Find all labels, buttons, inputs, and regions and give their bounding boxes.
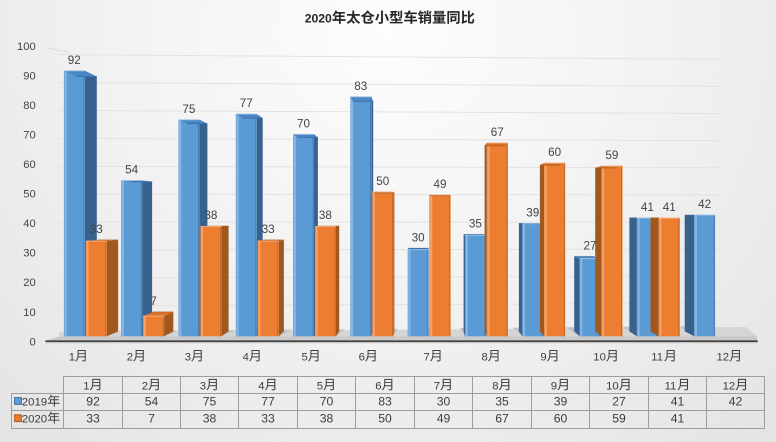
svg-text:4: 4 — [258, 380, 264, 392]
svg-text:11: 11 — [651, 351, 663, 363]
svg-text:50: 50 — [378, 412, 392, 426]
svg-text:41: 41 — [663, 201, 676, 214]
svg-text:33: 33 — [90, 223, 103, 236]
svg-text:80: 80 — [23, 100, 35, 112]
svg-text:4: 4 — [243, 351, 249, 363]
svg-text:42: 42 — [698, 198, 711, 211]
svg-text:10: 10 — [593, 351, 606, 363]
svg-text:20: 20 — [23, 277, 35, 289]
svg-text:38: 38 — [320, 412, 334, 426]
svg-text:8: 8 — [492, 380, 498, 392]
svg-text:2: 2 — [127, 351, 133, 363]
svg-text:60: 60 — [23, 159, 35, 171]
svg-text:2020: 2020 — [305, 12, 332, 26]
svg-text:7: 7 — [150, 295, 157, 308]
svg-text:30: 30 — [23, 248, 35, 260]
svg-text:70: 70 — [320, 395, 334, 409]
svg-text:2019: 2019 — [22, 397, 47, 409]
svg-text:42: 42 — [729, 395, 743, 409]
svg-text:59: 59 — [612, 412, 626, 426]
svg-text:92: 92 — [86, 395, 100, 409]
svg-text:50: 50 — [23, 189, 35, 201]
svg-text:33: 33 — [261, 412, 275, 426]
svg-text:5: 5 — [302, 351, 308, 363]
svg-text:6: 6 — [375, 380, 381, 392]
svg-text:27: 27 — [583, 240, 596, 253]
svg-text:41: 41 — [641, 201, 654, 214]
svg-text:30: 30 — [437, 395, 451, 409]
svg-text:70: 70 — [23, 130, 35, 142]
svg-text:35: 35 — [495, 395, 509, 409]
svg-text:33: 33 — [86, 412, 100, 426]
svg-text:100: 100 — [17, 41, 36, 53]
svg-text:6: 6 — [359, 351, 365, 363]
svg-text:60: 60 — [554, 412, 568, 426]
svg-text:7: 7 — [424, 351, 430, 363]
svg-text:39: 39 — [554, 395, 568, 409]
svg-text:10: 10 — [23, 307, 35, 319]
svg-text:90: 90 — [23, 70, 35, 82]
svg-text:70: 70 — [297, 117, 311, 130]
svg-text:59: 59 — [605, 149, 618, 162]
svg-text:10: 10 — [606, 380, 619, 392]
svg-text:11: 11 — [665, 380, 677, 392]
svg-text:92: 92 — [68, 54, 81, 67]
svg-text:35: 35 — [469, 218, 483, 231]
svg-text:1: 1 — [69, 351, 75, 363]
svg-text:38: 38 — [204, 209, 217, 222]
svg-text:83: 83 — [378, 395, 392, 409]
svg-text:2020: 2020 — [22, 414, 47, 426]
svg-text:39: 39 — [526, 206, 539, 219]
svg-text:12: 12 — [723, 380, 736, 392]
svg-text:9: 9 — [540, 351, 546, 363]
svg-text:40: 40 — [23, 218, 35, 230]
svg-text:38: 38 — [203, 412, 217, 426]
svg-text:12: 12 — [717, 351, 730, 363]
svg-text:67: 67 — [495, 412, 509, 426]
svg-text:41: 41 — [671, 412, 685, 426]
svg-text:33: 33 — [262, 223, 275, 236]
svg-text:75: 75 — [182, 103, 196, 116]
svg-text:77: 77 — [261, 395, 275, 409]
svg-text:7: 7 — [148, 412, 155, 426]
svg-text:50: 50 — [376, 175, 390, 188]
svg-text:60: 60 — [548, 146, 562, 159]
svg-text:41: 41 — [671, 395, 685, 409]
svg-text:67: 67 — [491, 126, 504, 139]
svg-text:2: 2 — [142, 380, 148, 392]
svg-text:49: 49 — [437, 412, 451, 426]
svg-text:83: 83 — [354, 80, 367, 93]
svg-text:3: 3 — [185, 351, 191, 363]
svg-text:77: 77 — [240, 97, 253, 110]
svg-text:27: 27 — [612, 395, 626, 409]
svg-text:75: 75 — [203, 395, 217, 409]
svg-text:9: 9 — [551, 380, 557, 392]
svg-text:1: 1 — [83, 380, 89, 392]
svg-text:38: 38 — [319, 209, 332, 222]
svg-text:0: 0 — [29, 336, 35, 348]
svg-text:3: 3 — [200, 380, 206, 392]
svg-text:8: 8 — [482, 351, 488, 363]
svg-text:5: 5 — [317, 380, 323, 392]
svg-text:54: 54 — [125, 164, 139, 177]
svg-text:30: 30 — [412, 231, 426, 244]
svg-text:7: 7 — [434, 380, 440, 392]
svg-text:54: 54 — [145, 395, 159, 409]
svg-text:49: 49 — [433, 178, 446, 191]
